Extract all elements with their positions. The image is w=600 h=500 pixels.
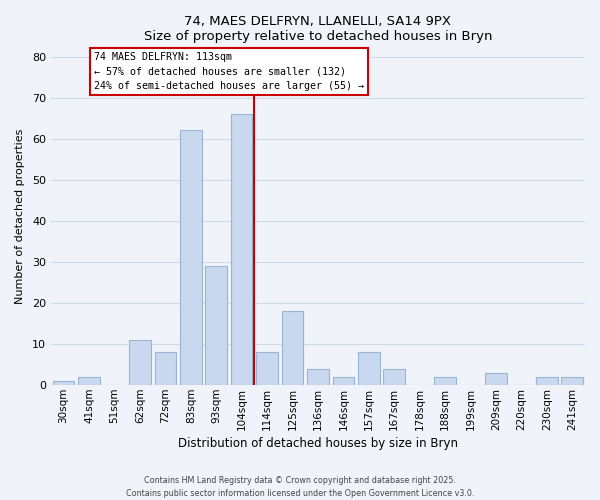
- Bar: [358, 352, 380, 385]
- Bar: [78, 377, 100, 385]
- Y-axis label: Number of detached properties: Number of detached properties: [15, 129, 25, 304]
- Bar: [231, 114, 253, 385]
- Bar: [155, 352, 176, 385]
- Bar: [536, 377, 557, 385]
- Bar: [562, 377, 583, 385]
- Text: 74 MAES DELFRYN: 113sqm
← 57% of detached houses are smaller (132)
24% of semi-d: 74 MAES DELFRYN: 113sqm ← 57% of detache…: [94, 52, 364, 91]
- Bar: [485, 373, 507, 385]
- Bar: [282, 311, 304, 385]
- Bar: [256, 352, 278, 385]
- Bar: [307, 368, 329, 385]
- Bar: [129, 340, 151, 385]
- X-axis label: Distribution of detached houses by size in Bryn: Distribution of detached houses by size …: [178, 437, 458, 450]
- Bar: [332, 377, 354, 385]
- Text: Contains HM Land Registry data © Crown copyright and database right 2025.
Contai: Contains HM Land Registry data © Crown c…: [126, 476, 474, 498]
- Bar: [383, 368, 405, 385]
- Bar: [434, 377, 456, 385]
- Bar: [53, 381, 74, 385]
- Bar: [205, 266, 227, 385]
- Title: 74, MAES DELFRYN, LLANELLI, SA14 9PX
Size of property relative to detached house: 74, MAES DELFRYN, LLANELLI, SA14 9PX Siz…: [144, 15, 492, 43]
- Bar: [180, 130, 202, 385]
